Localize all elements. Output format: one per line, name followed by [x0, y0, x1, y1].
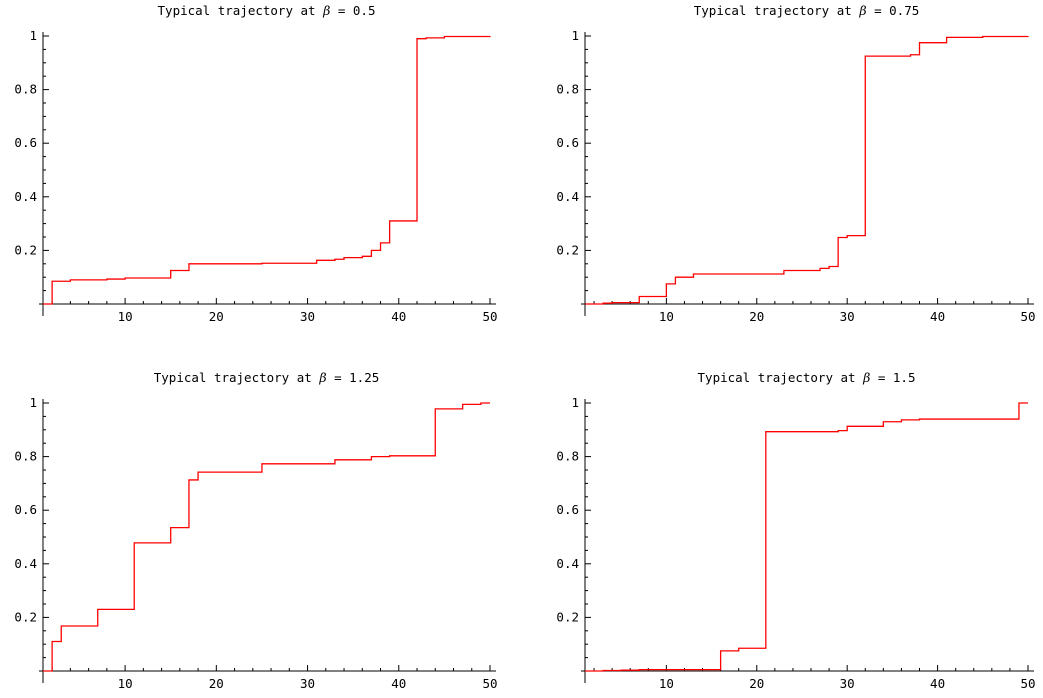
x-tick-label: 10: [118, 309, 133, 324]
x-tick-label: 10: [659, 309, 674, 324]
trajectory-line-1: [585, 35, 1029, 305]
x-tick-label: 50: [482, 676, 497, 691]
x-tick-label: 30: [300, 309, 315, 324]
chart-title-prefix: Typical trajectory at: [698, 370, 864, 385]
chart-title-symbol: β: [322, 3, 330, 18]
y-tick-label: 0.4: [14, 189, 37, 204]
y-tick-label: 0.6: [556, 135, 579, 150]
y-tick-label: 0.2: [556, 609, 579, 624]
trajectory-line-1: [43, 35, 491, 305]
chart-panel-3: Typical trajectory at β = 1.25 10 20 30 40 50…: [14, 370, 497, 691]
y-tick-label: 0.4: [556, 556, 579, 571]
x-tick-label: 10: [659, 676, 674, 691]
x-tick-label: 20: [209, 676, 224, 691]
trajectory-line-1: [43, 402, 490, 672]
chart-title-suffix: = 1.5: [870, 370, 915, 385]
y-tick-label: 0.6: [14, 135, 37, 150]
chart-title: Typical trajectory at β = 1.25: [154, 370, 380, 385]
y-tick-label: 0.8: [556, 82, 579, 97]
x-tick-label: 40: [930, 676, 945, 691]
y-tick-label: 1: [571, 395, 579, 410]
y-tick-label: 0.2: [556, 242, 579, 257]
chart-title: Typical trajectory at β = 1.5: [698, 370, 916, 385]
y-tick-label: 0.4: [556, 189, 579, 204]
y-tick-label: 1: [29, 395, 37, 410]
x-tick-label: 20: [749, 676, 764, 691]
chart-title-prefix: Typical trajectory at: [154, 370, 320, 385]
chart-title-prefix: Typical trajectory at: [694, 3, 860, 18]
y-tick-label: 0.6: [556, 502, 579, 517]
chart-panel-1: Typical trajectory at β = 0.5 10 20 30 40 50 0…: [14, 3, 497, 324]
y-tick-label: 0.2: [14, 242, 37, 257]
chart-title-symbol: β: [862, 370, 870, 385]
trajectory-line-1: [585, 402, 1028, 672]
chart-panel-4: Typical trajectory at β = 1.5 10 20 30 40 50 0…: [556, 370, 1035, 691]
y-tick-label: 0.8: [556, 449, 579, 464]
y-tick-label: 0.8: [14, 449, 37, 464]
chart-title-suffix: = 0.5: [330, 3, 375, 18]
chart-title-prefix: Typical trajectory at: [158, 3, 324, 18]
x-tick-label: 40: [391, 676, 406, 691]
chart-title-symbol: β: [318, 370, 326, 385]
x-tick-label: 30: [840, 676, 855, 691]
y-tick-label: 0.4: [14, 556, 37, 571]
x-tick-label: 20: [209, 309, 224, 324]
y-tick-label: 0.6: [14, 502, 37, 517]
x-tick-label: 50: [1020, 309, 1035, 324]
x-tick-label: 50: [1020, 676, 1035, 691]
y-tick-label: 1: [571, 28, 579, 43]
y-tick-label: 0.2: [14, 609, 37, 624]
y-tick-label: 1: [29, 28, 37, 43]
chart-title: Typical trajectory at β = 0.5: [158, 3, 376, 18]
chart-title-symbol: β: [858, 3, 866, 18]
x-tick-label: 40: [391, 309, 406, 324]
x-tick-label: 30: [840, 309, 855, 324]
x-tick-label: 40: [930, 309, 945, 324]
x-tick-label: 50: [482, 309, 497, 324]
chart-title-suffix: = 1.25: [327, 370, 380, 385]
y-tick-label: 0.8: [14, 82, 37, 97]
chart-panel-2: Typical trajectory at β = 0.75 10 20 30 40 50…: [556, 3, 1035, 324]
x-tick-label: 10: [118, 676, 133, 691]
x-tick-label: 30: [300, 676, 315, 691]
x-tick-label: 20: [749, 309, 764, 324]
chart-title-suffix: = 0.75: [867, 3, 920, 18]
chart-title: Typical trajectory at β = 0.75: [694, 3, 920, 18]
